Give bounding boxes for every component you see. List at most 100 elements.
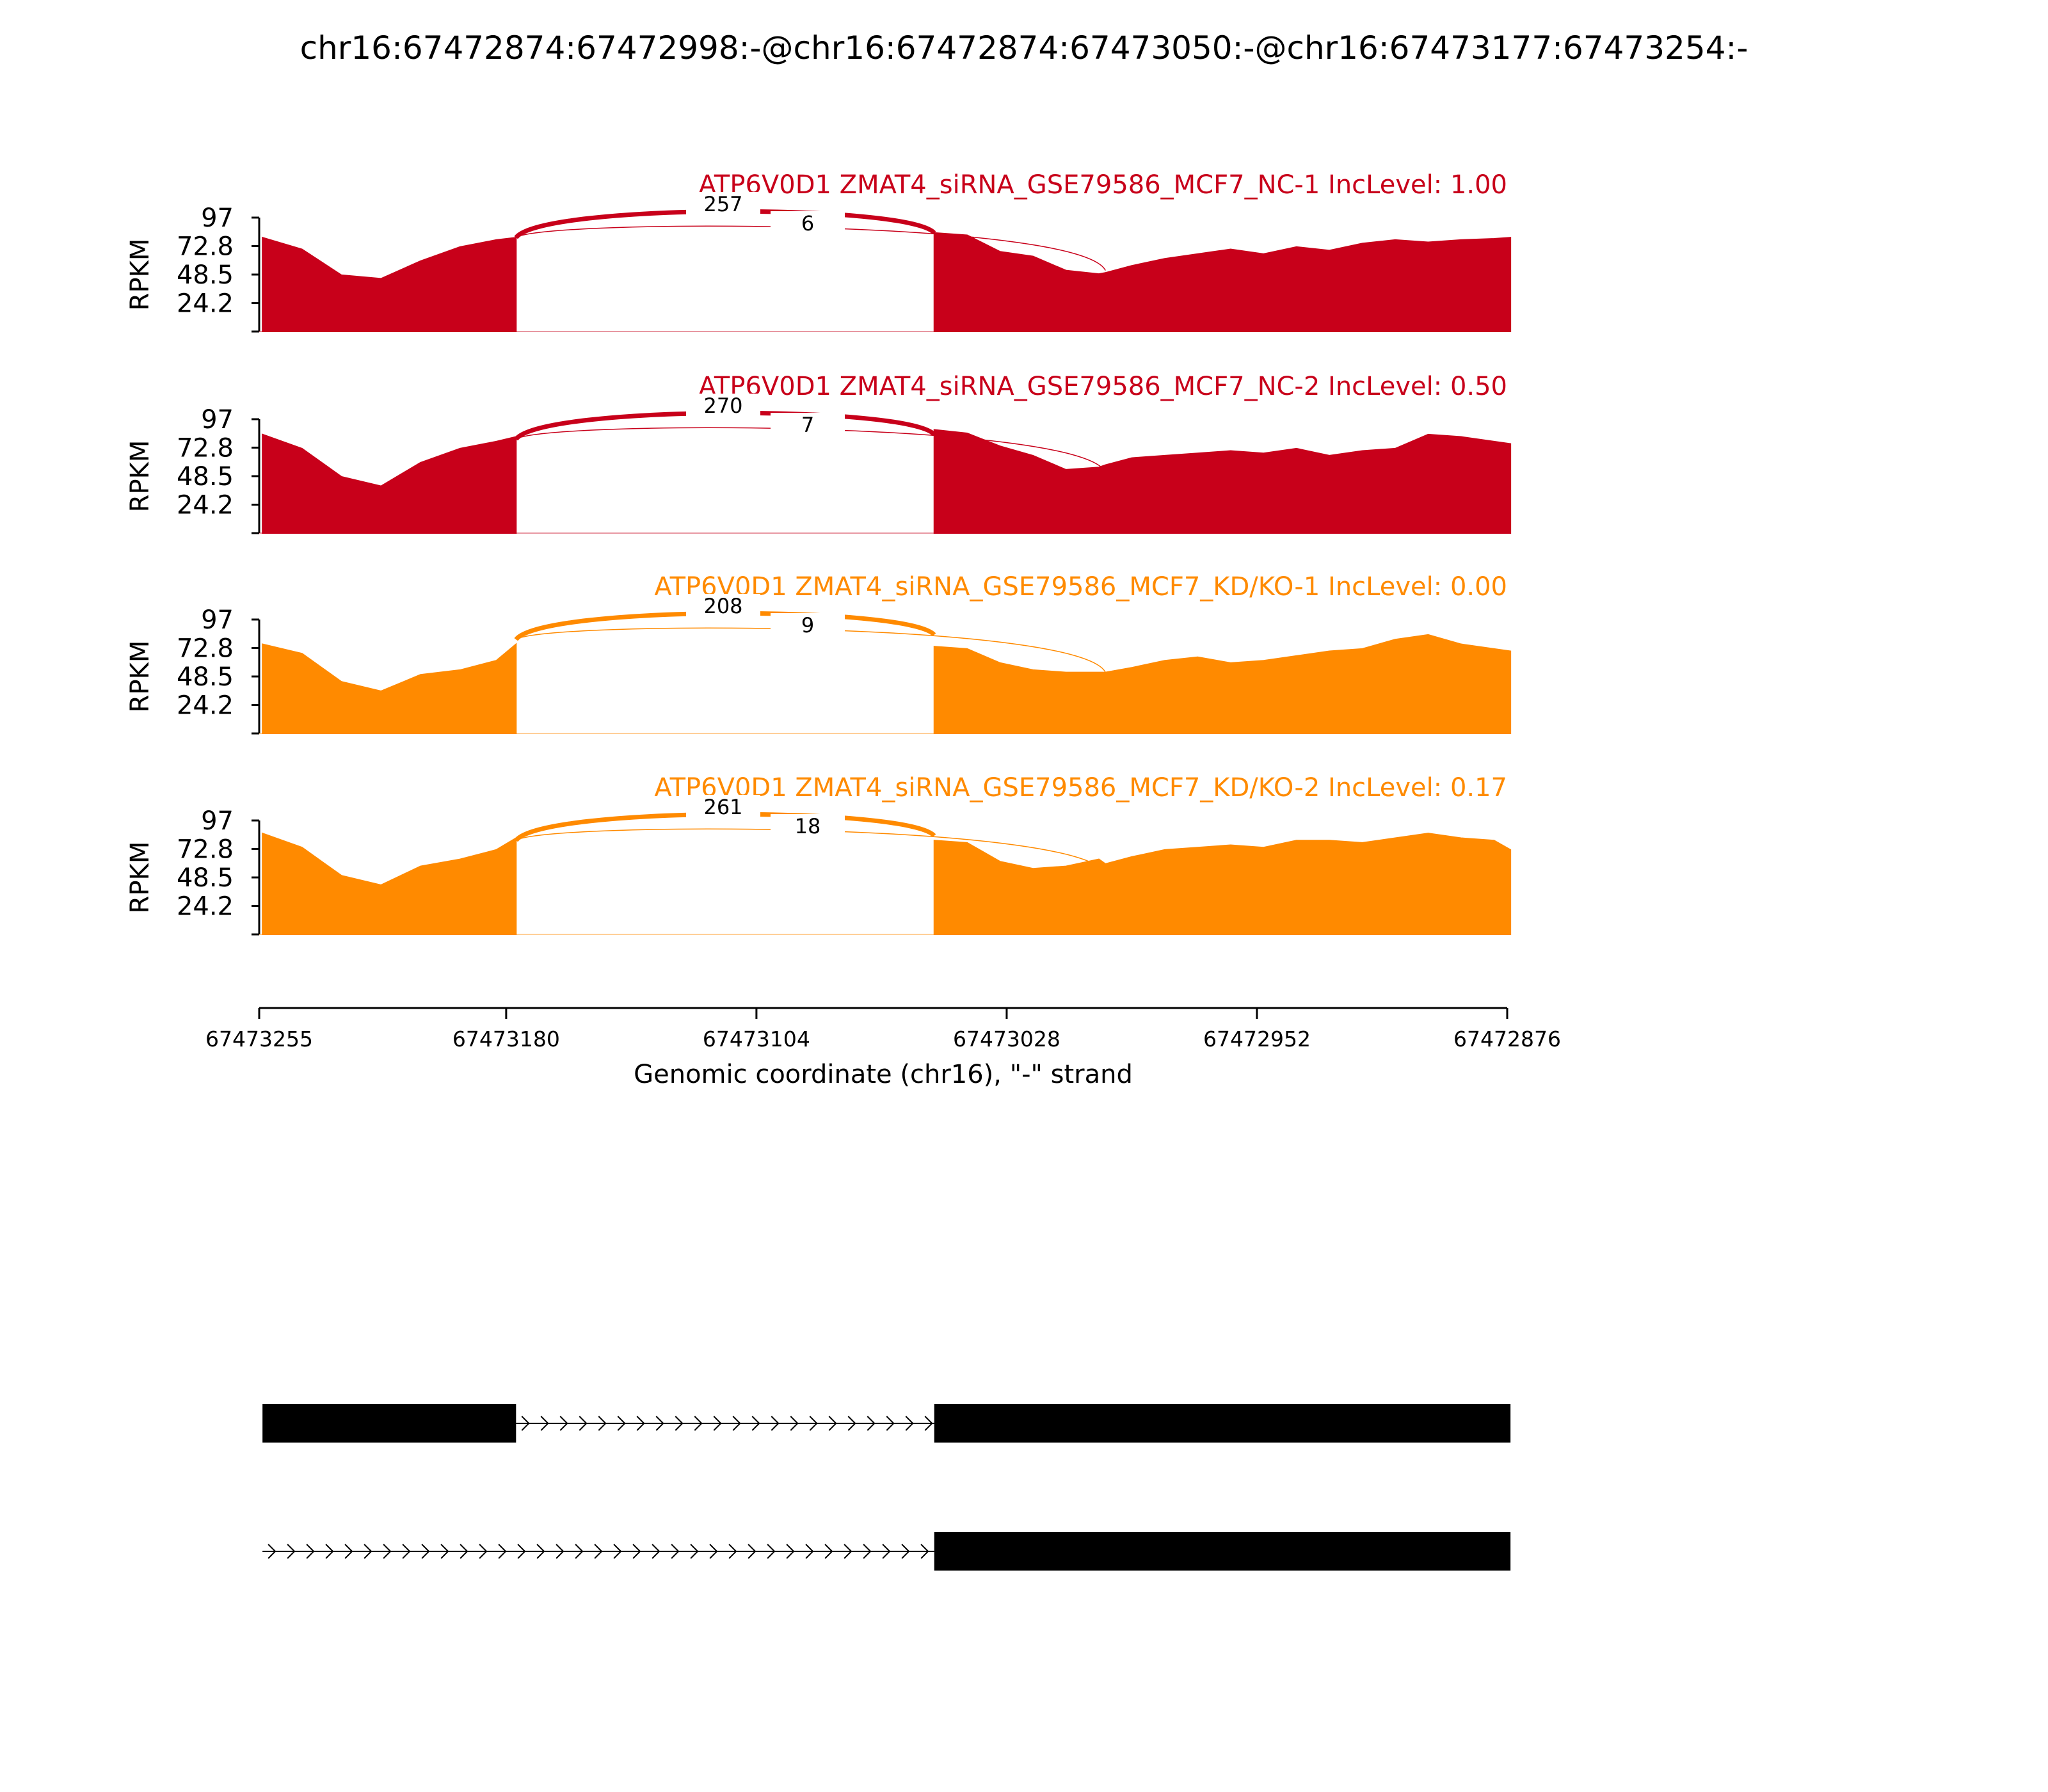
strand-chevron (479, 1544, 488, 1559)
strand-chevron (748, 1544, 756, 1559)
junction-count-label: 261 (703, 795, 742, 819)
coverage-area (262, 643, 517, 734)
x-tick-label: 67472952 (1203, 1027, 1311, 1052)
y-tick-label: 24.2 (177, 691, 234, 721)
strand-chevron (344, 1544, 353, 1559)
y-tick-label: 72.8 (177, 634, 234, 663)
coverage-tracks: ATP6V0D1 ZMAT4_siRNA_GSE79586_MCF7_NC-1 … (125, 170, 1512, 936)
strand-chevron (652, 1544, 660, 1559)
strand-chevron (751, 1416, 760, 1431)
y-axis-label: RPKM (125, 239, 155, 311)
strand-chevron (824, 1544, 833, 1559)
y-tick-label: 24.2 (177, 289, 234, 319)
x-tick-label: 67473104 (703, 1027, 810, 1052)
strand-chevron (828, 1416, 837, 1431)
strand-chevron (268, 1544, 276, 1559)
strand-chevron (325, 1544, 334, 1559)
strand-chevron (440, 1544, 449, 1559)
junction-label-bg (686, 394, 760, 417)
strand-chevron (732, 1416, 741, 1431)
x-tick-label: 67472876 (1453, 1027, 1561, 1052)
strand-chevron (559, 1416, 568, 1431)
track-title: ATP6V0D1 ZMAT4_siRNA_GSE79586_MCF7_NC-2 … (699, 372, 1507, 401)
strand-chevron (920, 1544, 929, 1559)
y-tick-label: 24.2 (177, 892, 234, 922)
junction-count-label: 7 (801, 413, 814, 437)
strand-chevron (287, 1544, 296, 1559)
strand-chevron (517, 1544, 526, 1559)
strand-chevron (771, 1416, 780, 1431)
y-axis-label: RPKM (125, 641, 155, 713)
strand-chevron (882, 1544, 891, 1559)
y-tick-label: 97 (201, 806, 234, 836)
strand-chevron (636, 1416, 645, 1431)
strand-chevron (364, 1544, 372, 1559)
strand-chevron (632, 1544, 641, 1559)
strand-chevron (675, 1416, 684, 1431)
strand-chevron (786, 1544, 795, 1559)
strand-chevron (460, 1544, 468, 1559)
strand-chevron (655, 1416, 664, 1431)
strand-chevron (306, 1544, 315, 1559)
track-title: ATP6V0D1 ZMAT4_siRNA_GSE79586_MCF7_KD/KO… (654, 572, 1507, 602)
track-2: ATP6V0D1 ZMAT4_siRNA_GSE79586_MCF7_NC-2 … (125, 372, 1512, 534)
strand-chevron (421, 1544, 430, 1559)
y-tick-label: 72.8 (177, 433, 234, 463)
gene-model-2 (262, 1532, 1511, 1571)
strand-chevron (594, 1544, 603, 1559)
strand-chevron (694, 1416, 703, 1431)
y-axis-label: RPKM (125, 842, 155, 914)
strand-chevron (709, 1544, 718, 1559)
strand-chevron (536, 1544, 545, 1559)
exon-block (934, 1532, 1511, 1571)
coverage-area (262, 236, 517, 332)
strand-chevron (713, 1416, 722, 1431)
gene-models (262, 1404, 1511, 1571)
junction-label-bg (771, 613, 845, 636)
y-tick-label: 48.5 (177, 462, 234, 492)
y-axis-label: RPKM (125, 440, 155, 513)
strand-chevron (540, 1416, 549, 1431)
y-tick-label: 72.8 (177, 835, 234, 864)
strand-chevron (613, 1544, 622, 1559)
junction-label-bg (771, 413, 845, 436)
strand-chevron (905, 1416, 914, 1431)
y-tick-label: 97 (201, 405, 234, 435)
strand-chevron (617, 1416, 626, 1431)
strand-chevron (867, 1416, 876, 1431)
strand-chevron (847, 1416, 856, 1431)
x-tick-label: 67473028 (953, 1027, 1060, 1052)
y-tick-label: 97 (201, 204, 234, 233)
exon-block (262, 1404, 516, 1443)
coverage-area (933, 634, 1512, 734)
coverage-area (933, 833, 1512, 935)
strand-chevron (575, 1544, 584, 1559)
strand-chevron (790, 1416, 799, 1431)
y-tick-label: 72.8 (177, 232, 234, 261)
y-tick-label: 48.5 (177, 662, 234, 692)
track-title: ATP6V0D1 ZMAT4_siRNA_GSE79586_MCF7_KD/KO… (654, 773, 1507, 803)
strand-chevron (671, 1544, 680, 1559)
junction-label-bg (686, 594, 760, 617)
strand-chevron (498, 1544, 507, 1559)
strand-chevron (402, 1544, 411, 1559)
track-4: ATP6V0D1 ZMAT4_siRNA_GSE79586_MCF7_KD/KO… (125, 773, 1512, 936)
y-tick-label: 48.5 (177, 863, 234, 893)
coverage-area (933, 232, 1512, 332)
strand-chevron (901, 1544, 910, 1559)
junction-label-bg (686, 192, 760, 215)
gene-model-1 (262, 1404, 1511, 1443)
strand-chevron (383, 1544, 392, 1559)
strand-chevron (690, 1544, 699, 1559)
strand-chevron (805, 1544, 814, 1559)
strand-chevron (863, 1544, 872, 1559)
figure-title: chr16:67472874:67472998:-@chr16:67472874… (300, 29, 1748, 67)
strand-chevron (579, 1416, 588, 1431)
junction-label-bg (771, 814, 845, 837)
junction-count-label: 208 (703, 594, 742, 618)
x-tick-label: 67473180 (452, 1027, 560, 1052)
strand-chevron (728, 1544, 737, 1559)
junction-count-label: 9 (801, 613, 814, 637)
strand-chevron (521, 1416, 530, 1431)
junction-label-bg (686, 795, 760, 818)
